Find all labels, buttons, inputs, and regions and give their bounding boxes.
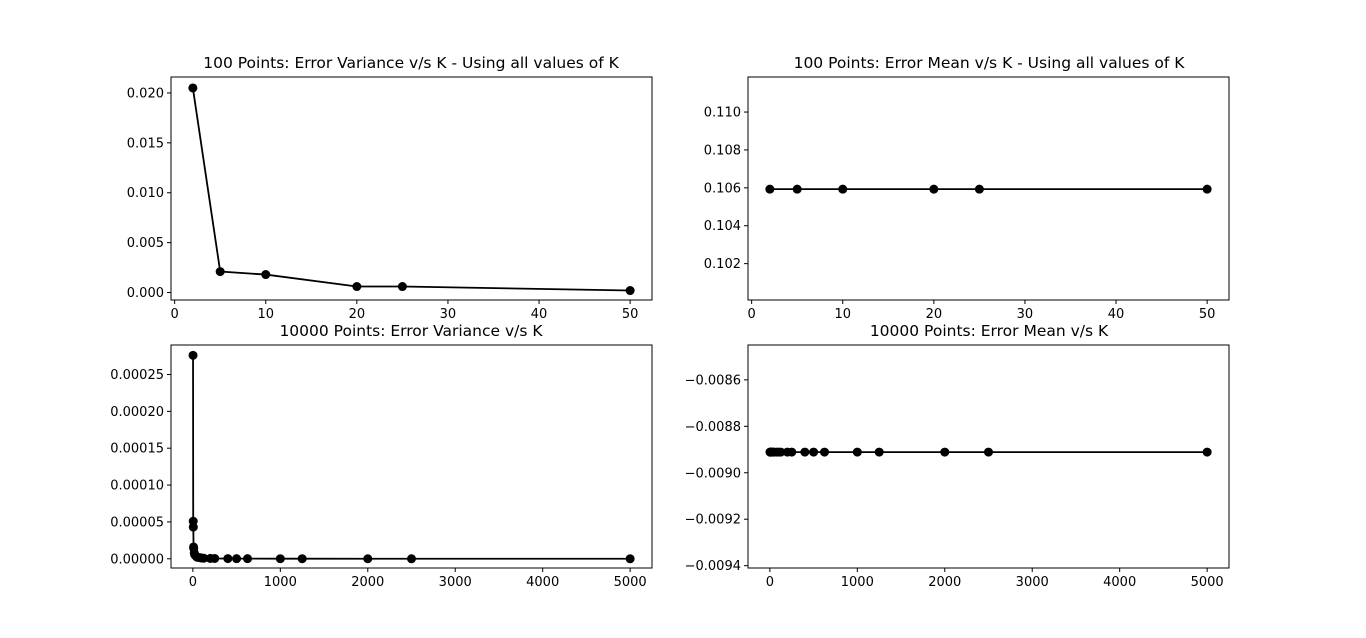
x-tick-label: 50 bbox=[622, 307, 639, 322]
chart-title: 10000 Points: Error Mean v/s K bbox=[870, 322, 1109, 340]
data-point bbox=[838, 184, 848, 194]
axes-frame bbox=[170, 76, 653, 301]
axes-frame bbox=[747, 344, 1230, 569]
data-point bbox=[407, 554, 416, 564]
data-point bbox=[809, 447, 819, 457]
y-tick-label: 0.104 bbox=[704, 219, 741, 234]
x-tick-label: 1000 bbox=[264, 575, 297, 590]
data-point bbox=[800, 447, 810, 457]
data-point bbox=[352, 282, 362, 292]
plot-area: 0 1000 2000 3000 4000 5000 −0.0094 −0.0092 −0.00… bbox=[685, 344, 1230, 590]
data-point bbox=[275, 554, 285, 564]
data-point bbox=[974, 184, 984, 194]
x-tick-label: 30 bbox=[440, 307, 457, 322]
y-tick-label: 0.00010 bbox=[110, 479, 164, 494]
data-point bbox=[243, 554, 253, 564]
x-tick-label: 1000 bbox=[841, 575, 874, 590]
x-tick-label: 0 bbox=[171, 307, 179, 322]
data-point bbox=[1202, 447, 1212, 457]
x-tick-label: 2000 bbox=[351, 575, 384, 590]
axes-frame bbox=[170, 344, 653, 569]
y-tick-label: 0.000 bbox=[127, 286, 164, 301]
data-point bbox=[363, 554, 373, 564]
data-point bbox=[199, 553, 209, 563]
x-tick-label: 0 bbox=[189, 575, 197, 590]
y-tick-label: 0.00020 bbox=[110, 405, 164, 420]
y-tick-label: 0.005 bbox=[127, 236, 164, 251]
data-point bbox=[852, 447, 862, 457]
x-tick-label: 20 bbox=[349, 307, 366, 322]
y-tick-label: 0.020 bbox=[127, 86, 164, 101]
data-point bbox=[1202, 184, 1212, 194]
subplot-variance-100: 100 Points: Error Variance v/s K - Using… bbox=[127, 54, 653, 322]
y-tick-label: −0.0094 bbox=[685, 559, 741, 574]
y-tick-label: 0.00005 bbox=[110, 515, 164, 530]
y-tick-label: 0.108 bbox=[704, 143, 741, 158]
data-point bbox=[188, 83, 198, 93]
x-tick-label: 10 bbox=[257, 307, 274, 322]
y-tick-label: 0.00025 bbox=[110, 368, 164, 383]
x-tick-label: 5000 bbox=[1191, 575, 1224, 590]
data-point bbox=[188, 350, 198, 360]
x-tick-label: 4000 bbox=[1103, 575, 1136, 590]
x-tick-label: 30 bbox=[1017, 307, 1034, 322]
data-point bbox=[261, 270, 271, 280]
y-tick-label: 0.106 bbox=[704, 181, 741, 196]
data-point bbox=[232, 554, 242, 564]
y-tick-label: −0.0090 bbox=[685, 466, 741, 481]
data-point bbox=[792, 184, 802, 194]
x-tick-label: 40 bbox=[1108, 307, 1125, 322]
plot-area: 0 1000 2000 3000 4000 5000 0.00000 0.00005 0.000… bbox=[110, 344, 653, 590]
data-point bbox=[297, 554, 307, 564]
data-point bbox=[940, 447, 950, 457]
x-tick-label: 0 bbox=[748, 307, 756, 322]
subplot-mean-10000: 10000 Points: Error Mean v/s K 0 1000 2000… bbox=[685, 322, 1230, 590]
plot-area: 0 10 20 30 40 50 0.000 0.005 0.010 0.015 0.020 bbox=[127, 76, 653, 322]
y-tick-label: 0.015 bbox=[127, 136, 164, 151]
data-point bbox=[223, 554, 233, 564]
data-point bbox=[776, 447, 786, 457]
data-point bbox=[397, 282, 407, 292]
data-point bbox=[929, 184, 939, 194]
axes-frame bbox=[747, 76, 1230, 301]
data-point bbox=[765, 184, 775, 194]
y-tick-label: 0.110 bbox=[704, 106, 741, 121]
y-tick-label: 0.00015 bbox=[110, 442, 164, 457]
chart-title: 100 Points: Error Mean v/s K - Using all… bbox=[794, 54, 1186, 72]
data-point bbox=[210, 553, 220, 563]
x-tick-label: 3000 bbox=[439, 575, 472, 590]
x-tick-label: 3000 bbox=[1016, 575, 1049, 590]
x-tick-label: 4000 bbox=[526, 575, 559, 590]
y-tick-label: 0.010 bbox=[127, 186, 164, 201]
x-tick-label: 5000 bbox=[614, 575, 647, 590]
x-tick-label: 40 bbox=[531, 307, 548, 322]
data-point bbox=[984, 447, 993, 457]
chart-title: 100 Points: Error Variance v/s K - Using… bbox=[203, 54, 619, 72]
data-point bbox=[188, 522, 198, 532]
x-tick-label: 2000 bbox=[928, 575, 961, 590]
x-tick-label: 10 bbox=[834, 307, 851, 322]
data-point bbox=[625, 554, 635, 564]
y-tick-label: −0.0092 bbox=[685, 513, 741, 528]
data-point bbox=[215, 267, 225, 277]
series-line bbox=[191, 87, 631, 292]
x-tick-label: 20 bbox=[926, 307, 943, 322]
data-point bbox=[820, 447, 830, 457]
subplot-mean-100: 100 Points: Error Mean v/s K - Using all… bbox=[704, 54, 1230, 322]
x-tick-label: 50 bbox=[1199, 307, 1216, 322]
chart-title: 10000 Points: Error Variance v/s K bbox=[279, 322, 543, 340]
plot-area: 0 10 20 30 40 50 0.102 0.104 0.106 0.108 0.110 bbox=[704, 76, 1230, 322]
y-tick-label: −0.0086 bbox=[685, 373, 741, 388]
subplot-variance-10000: 10000 Points: Error Variance v/s K 0 1000… bbox=[110, 322, 653, 590]
data-point bbox=[874, 447, 884, 457]
data-point bbox=[787, 447, 797, 457]
y-tick-label: 0.00000 bbox=[110, 552, 164, 567]
y-tick-label: 0.102 bbox=[704, 257, 741, 272]
data-point bbox=[625, 286, 635, 296]
x-tick-label: 0 bbox=[766, 575, 774, 590]
y-tick-label: −0.0088 bbox=[685, 420, 741, 435]
